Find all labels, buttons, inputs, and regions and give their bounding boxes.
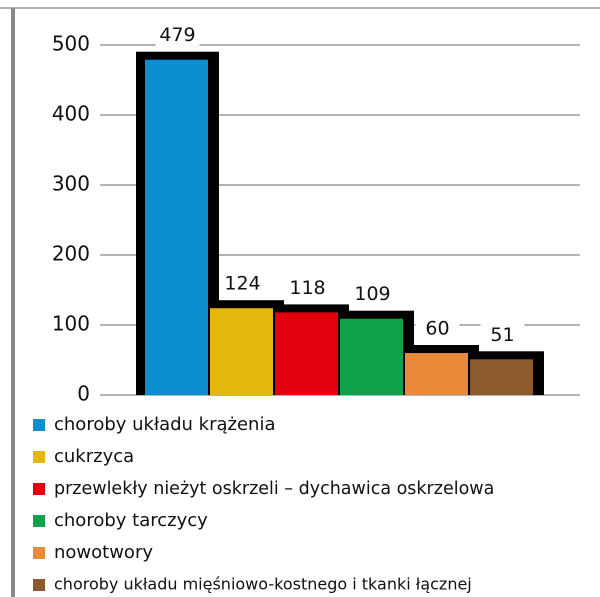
legend-swatch bbox=[33, 451, 45, 463]
y-tick-label: 200 bbox=[52, 242, 90, 266]
value-label-bg bbox=[350, 282, 395, 307]
y-tick-label: 0 bbox=[77, 382, 90, 406]
value-label-bg bbox=[415, 317, 460, 341]
legend-swatch bbox=[33, 515, 45, 527]
bar bbox=[470, 359, 533, 395]
legend-swatch bbox=[33, 419, 45, 431]
legend-label: choroby układu krążenia bbox=[54, 414, 275, 435]
value-label: 51 bbox=[490, 324, 514, 346]
bar bbox=[340, 318, 403, 395]
y-tick-label: 100 bbox=[52, 312, 90, 336]
legend-label: choroby układu mięśniowo-kostnego i tkan… bbox=[54, 575, 472, 594]
legend-label: choroby tarczycy bbox=[54, 510, 208, 531]
y-tick-label: 300 bbox=[52, 172, 90, 196]
value-label-bg bbox=[285, 276, 330, 301]
value-label-bg bbox=[155, 23, 200, 48]
legend-swatch bbox=[33, 579, 45, 591]
legend-label: przewlekły nieżyt oskrzeli – dychawica o… bbox=[54, 479, 494, 499]
value-label: 479 bbox=[159, 24, 195, 46]
value-label-bg bbox=[480, 323, 525, 348]
y-tick-label: 400 bbox=[52, 102, 90, 126]
legend-swatch bbox=[33, 547, 45, 559]
legend-swatch bbox=[33, 483, 45, 495]
value-label: 60 bbox=[425, 318, 449, 340]
bar bbox=[405, 353, 468, 395]
value-label-bg bbox=[220, 272, 265, 297]
y-tick-label: 500 bbox=[52, 32, 90, 56]
bar bbox=[145, 59, 208, 395]
bar bbox=[275, 312, 338, 395]
legend-label: nowotwory bbox=[54, 542, 153, 563]
bar bbox=[210, 308, 273, 395]
value-label: 124 bbox=[224, 273, 260, 295]
value-label: 118 bbox=[289, 277, 325, 299]
value-label: 109 bbox=[354, 283, 390, 305]
legend-label: cukrzyca bbox=[54, 446, 134, 467]
